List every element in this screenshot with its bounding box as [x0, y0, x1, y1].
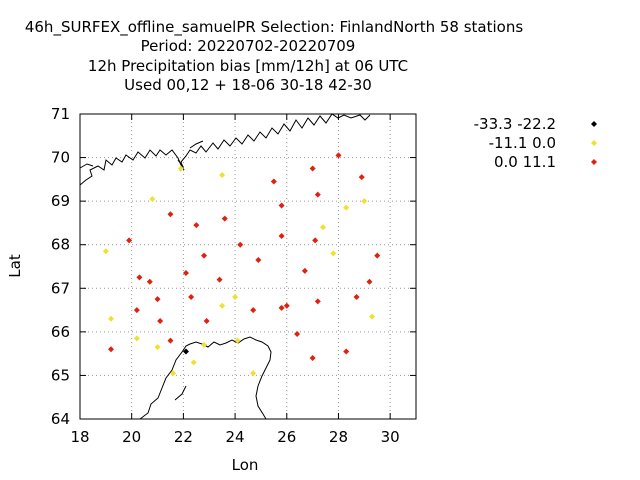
data-point: [177, 165, 184, 172]
data-point: [309, 355, 316, 361]
data-point: [278, 304, 285, 311]
data-point: [232, 294, 239, 300]
data-point: [270, 178, 277, 185]
data-point: [188, 294, 195, 300]
y-tick-label: 67: [51, 279, 70, 297]
data-point: [335, 152, 342, 159]
x-tick-label: 20: [122, 428, 141, 446]
data-point: [182, 270, 189, 277]
y-tick-label: 65: [51, 366, 70, 384]
legend-marker: [591, 140, 597, 146]
data-point: [221, 215, 228, 222]
grid: [79, 113, 416, 420]
data-point: [190, 359, 197, 366]
data-point: [201, 341, 208, 348]
data-point: [319, 224, 326, 231]
data-point: [108, 315, 115, 322]
data-point: [193, 222, 200, 229]
data-point: [343, 204, 350, 211]
x-axis: 18 20 22 24 26 28 30: [70, 114, 400, 446]
data-point: [154, 344, 161, 351]
y-tick-label: 69: [51, 192, 70, 210]
x-tick-label: 30: [381, 428, 400, 446]
data-point: [369, 313, 376, 320]
x-tick-label: 18: [70, 428, 89, 446]
chart-title-line-4: Used 00,12 + 18-06 30-18 42-30: [124, 76, 372, 94]
data-points: [102, 152, 381, 377]
data-point: [353, 294, 360, 300]
data-point: [283, 302, 290, 309]
data-point: [301, 267, 308, 274]
data-point: [146, 278, 153, 285]
y-tick-label: 70: [51, 149, 70, 167]
data-point: [250, 307, 257, 314]
x-tick-label: 26: [277, 428, 296, 446]
legend-label: 0.0 11.1: [494, 153, 556, 171]
data-point: [361, 198, 368, 205]
data-point: [201, 252, 208, 259]
data-point: [330, 250, 337, 257]
data-point: [157, 317, 164, 324]
data-point: [250, 370, 257, 377]
data-point: [278, 202, 285, 209]
plot-frame: [79, 113, 417, 420]
data-point: [216, 276, 223, 283]
legend-label: -11.1 0.0: [489, 134, 556, 152]
data-point: [343, 348, 350, 355]
data-point: [374, 252, 381, 259]
data-point: [170, 370, 177, 377]
chart-title-line-1: 46h_SURFEX_offline_samuelPR Selection: F…: [25, 18, 523, 37]
chart-title-line-3: 12h Precipitation bias [mm/12h] at 06 UT…: [88, 57, 408, 75]
legend: -33.3 -22.2-11.1 0.00.0 11.1: [474, 115, 597, 171]
data-point: [309, 165, 316, 172]
data-point: [237, 241, 244, 248]
data-point: [167, 211, 174, 218]
data-point: [126, 237, 133, 244]
y-axis-label: Lat: [6, 254, 24, 278]
data-point: [108, 346, 115, 353]
data-point: [154, 296, 161, 303]
y-axis: 64 65 66 67 68 69 70 71: [51, 105, 416, 428]
data-point: [366, 278, 373, 285]
data-point: [255, 256, 262, 263]
y-tick-label: 71: [51, 105, 70, 123]
x-tick-label: 22: [174, 428, 193, 446]
data-point: [136, 274, 143, 281]
data-point: [234, 337, 241, 344]
y-tick-label: 66: [51, 323, 70, 341]
chart-title: 46h_SURFEX_offline_samuelPR Selection: F…: [25, 18, 523, 94]
legend-marker: [591, 121, 597, 127]
data-point: [102, 248, 109, 255]
data-point: [219, 172, 226, 178]
data-point: [278, 233, 285, 239]
x-axis-label: Lon: [232, 456, 259, 474]
data-point: [133, 307, 140, 314]
data-point: [314, 298, 321, 305]
data-point: [312, 237, 319, 244]
data-point: [203, 317, 210, 324]
data-point: [182, 348, 189, 355]
data-point: [149, 195, 156, 202]
y-tick-label: 68: [51, 236, 70, 254]
coastline: [79, 113, 371, 420]
data-point: [294, 331, 301, 338]
chart-title-line-2: Period: 20220702-20220709: [141, 37, 356, 55]
data-point: [314, 191, 321, 198]
legend-marker: [591, 159, 597, 165]
legend-label: -33.3 -22.2: [474, 115, 556, 133]
x-tick-label: 28: [329, 428, 348, 446]
y-tick-label: 64: [51, 410, 70, 428]
data-point: [358, 174, 365, 181]
data-point: [219, 302, 226, 309]
data-point: [167, 337, 174, 344]
data-point: [133, 335, 140, 342]
x-tick-label: 24: [226, 428, 245, 446]
